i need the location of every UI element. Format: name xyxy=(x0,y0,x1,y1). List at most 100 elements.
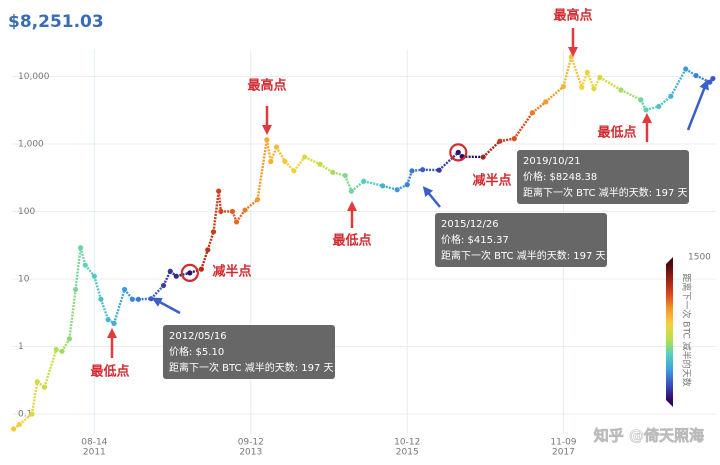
connector xyxy=(30,381,39,415)
annotation: 减半点 xyxy=(472,173,511,189)
connector xyxy=(206,231,215,251)
connector xyxy=(319,163,334,174)
connector xyxy=(658,95,672,108)
colorbar-label: 距离下一次 BTC 减半的天数 xyxy=(681,273,693,386)
x-tick-label: 10-12 xyxy=(394,438,420,448)
price-point xyxy=(597,74,603,80)
price-point xyxy=(317,161,323,167)
connector xyxy=(265,139,272,162)
connector xyxy=(580,71,589,88)
price-point xyxy=(584,69,590,75)
price-point xyxy=(291,168,297,174)
price-point xyxy=(73,286,79,293)
price-point xyxy=(394,187,400,193)
connector xyxy=(93,275,103,300)
connector xyxy=(275,146,286,163)
connector xyxy=(586,71,596,90)
x-tick-label: 09-12 xyxy=(238,438,264,448)
price-point xyxy=(643,107,649,113)
tooltip-text: 2012/05/16 xyxy=(169,331,227,342)
price-point xyxy=(529,110,535,116)
colorbar-max-label: 1500 xyxy=(688,253,711,263)
price-point xyxy=(656,103,662,110)
connector xyxy=(695,74,711,84)
watermark: 知乎 @倚天照海 xyxy=(594,427,704,445)
connector xyxy=(112,289,126,324)
price-point xyxy=(218,208,224,215)
x-tick-label: 2015 xyxy=(396,448,419,458)
price-point xyxy=(11,426,17,432)
connector xyxy=(162,270,172,287)
connector xyxy=(482,140,501,158)
price-point xyxy=(160,282,167,289)
price-point xyxy=(216,188,222,194)
price-point xyxy=(91,273,97,279)
tooltip-text: 距离下一次 BTC 减半的天数: 197 天 xyxy=(169,361,334,374)
annotation: 最低点 xyxy=(332,233,371,249)
price-point xyxy=(77,245,84,251)
price-point xyxy=(282,158,288,165)
y-tick-label: 1 xyxy=(18,342,24,352)
connector xyxy=(570,56,583,88)
price-point xyxy=(242,207,248,213)
colorbar-cap xyxy=(666,400,673,407)
connector xyxy=(217,191,223,212)
price-point xyxy=(693,72,699,79)
x-tick-label: 2011 xyxy=(83,448,106,458)
y-tick-label: 1,000 xyxy=(18,139,44,149)
connector xyxy=(363,180,384,187)
annotation: 减半点 xyxy=(212,264,251,280)
connector xyxy=(43,349,58,388)
price-point xyxy=(591,86,597,92)
tooltip-text: 2015/12/26 xyxy=(441,219,499,230)
tooltip-arrow xyxy=(151,297,181,315)
tooltip-text: 价格: $8248.38 xyxy=(523,170,597,183)
annotation: 最低点 xyxy=(90,364,129,380)
y-tick-label: 10 xyxy=(18,274,30,284)
connector xyxy=(599,76,622,92)
connector xyxy=(382,184,398,191)
price-point xyxy=(41,384,48,390)
price-point xyxy=(59,348,65,354)
connector xyxy=(438,151,460,171)
price-point xyxy=(34,379,40,385)
tooltip-text: 价格: $415.37 xyxy=(441,233,509,246)
price-point xyxy=(111,320,117,326)
halving-circle xyxy=(180,263,199,283)
header-price: $8,251.03 xyxy=(8,12,104,32)
price-point xyxy=(480,154,486,160)
price-point xyxy=(187,270,193,276)
connector xyxy=(84,264,96,277)
price-point xyxy=(683,66,689,72)
y-tick-label: 100 xyxy=(18,207,35,217)
price-point xyxy=(129,296,136,302)
connector xyxy=(544,85,565,103)
connector xyxy=(235,209,246,223)
price-point xyxy=(409,168,415,174)
price-point xyxy=(436,167,442,173)
connector xyxy=(18,413,33,426)
tooltip-arrow xyxy=(686,79,709,131)
price-point xyxy=(254,196,261,203)
connector xyxy=(293,156,306,172)
tooltip-text: 距离下一次 BTC 减半的天数: 197 天 xyxy=(523,186,688,199)
price-point xyxy=(98,296,104,302)
tooltip-arrow xyxy=(422,186,441,208)
connector xyxy=(350,180,365,193)
connector xyxy=(531,100,547,114)
price-point xyxy=(66,336,73,342)
connector xyxy=(406,170,414,185)
price-point xyxy=(618,87,624,93)
price-point xyxy=(497,138,503,144)
price-point xyxy=(638,97,644,103)
price-point xyxy=(82,262,88,268)
price-point xyxy=(710,75,716,82)
connector xyxy=(669,68,687,97)
connector xyxy=(60,338,71,352)
price-point xyxy=(29,411,35,417)
y-tick-label: 10,000 xyxy=(18,72,50,82)
price-point xyxy=(511,136,517,142)
colorbar-cap xyxy=(666,257,673,264)
price-point xyxy=(135,296,141,302)
